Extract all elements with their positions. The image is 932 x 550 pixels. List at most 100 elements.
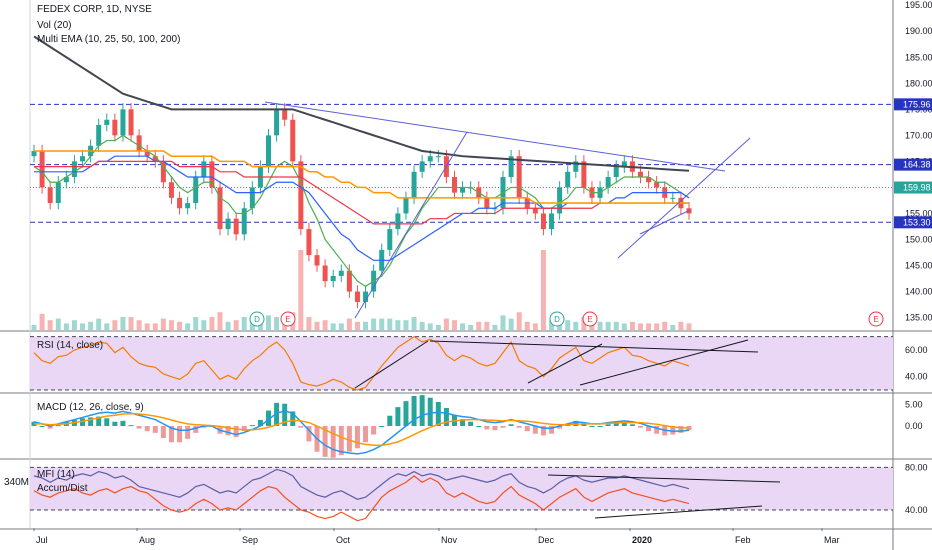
volume-bar [80,323,86,330]
band-fill [30,336,893,390]
candle-body [233,218,239,235]
volume-bar [104,323,110,330]
candle-body [63,177,69,183]
macd-histogram-bar [282,403,288,426]
mfi-trend-line [594,505,763,519]
event-marker [249,311,265,327]
macd-histogram-bar [290,411,296,426]
macd-histogram-bar [597,426,603,427]
volume-bar [637,323,643,330]
macd-histogram-bar [233,426,239,438]
volume-bar [379,318,385,330]
level-tag-label: 159.98 [903,183,931,193]
volume-bar [427,323,433,330]
macd-histogram-bar [371,426,377,435]
volume-bar [39,313,45,330]
macd-histogram-bar [629,424,635,426]
candle-body [55,182,61,204]
candle-body [266,135,272,167]
macd-tick-label: 5.00 [905,400,923,410]
volume-bar [443,318,449,330]
macd-histogram-bar [557,426,563,429]
volume-bar [193,317,199,330]
macd-histogram-bar [47,426,53,429]
volume-bar [282,321,288,330]
candle-body [209,161,215,188]
macd-line [33,410,690,455]
macd-histogram-bar [379,426,385,427]
candle-body [621,161,627,167]
volume-bar [371,318,377,330]
candle-body [298,161,304,230]
candle-body [128,109,134,136]
level-tag [894,181,932,194]
candle-body [290,119,296,162]
event-marker [868,311,884,327]
level-tag [894,98,932,111]
macd-histogram-bar [516,426,522,428]
macd-histogram-bar [177,426,183,443]
price-tick-label: 170.00 [905,130,932,140]
ema-legend[interactable]: Multi EMA (10, 25, 50, 100, 200) [37,34,181,45]
candle-body [241,208,247,235]
time-tick-label: Oct [336,535,351,545]
macd-legend[interactable]: MACD (12, 26, close, 9) [37,402,144,413]
candle-body [71,161,77,178]
trend-line [617,137,751,259]
vol-legend[interactable]: Vol (20) [37,20,72,31]
macd-histogram-bar [427,397,433,426]
volume-bar [136,320,142,330]
price-tick-label: 145.00 [905,261,932,271]
candle-body [427,156,433,162]
candle-body [484,197,490,209]
volume-bar [152,323,158,330]
macd-histogram-bar [403,401,409,426]
volume-bar [209,317,215,330]
macd-histogram-bar [654,426,660,434]
volume-bar [451,320,457,330]
volume-bar [532,323,538,330]
mfi-legend[interactable]: MFI (14) [37,469,75,480]
accum-legend[interactable]: Accum/Dist [37,483,88,494]
macd-histogram-bar [346,426,352,452]
rsi-legend[interactable]: RSI (14, close) [37,340,104,351]
rsi-pane [33,335,759,391]
volume-bar [387,318,393,330]
macd-histogram-bar [201,426,207,428]
candle-body [80,156,86,162]
candle-body [274,109,280,136]
candle-body [47,187,53,204]
macd-histogram-bar [678,426,684,433]
event-marker [582,311,598,327]
volume-bar [185,323,191,330]
indicator-tick-label: 40.00 [905,372,928,382]
macd-histogram-bar [144,426,150,432]
candle-body [330,275,336,282]
macd-histogram-bar [589,426,595,427]
candle-body [670,197,676,199]
volume-bar [120,317,126,330]
candle-body [395,213,401,230]
indicator-line [33,468,690,500]
volume-bar [63,323,69,330]
volume-bar [613,321,619,330]
candle-body [451,177,457,193]
macd-histogram-bar [549,426,555,434]
macd-histogram-bar [249,425,255,427]
volume-bar [160,318,166,330]
candle-body [282,109,288,120]
macd-histogram-bar [80,418,86,426]
macd-histogram-bar [387,415,393,426]
volume-bar [629,321,635,330]
volume-bar [435,325,441,330]
volume-bar [128,317,134,330]
volume-bar [581,317,587,330]
volume-bar [395,320,401,330]
volume-bar [411,317,417,330]
candle-body [185,203,191,209]
volume-bar [670,325,676,330]
trend-line [264,101,726,172]
volume-bar [646,323,652,330]
